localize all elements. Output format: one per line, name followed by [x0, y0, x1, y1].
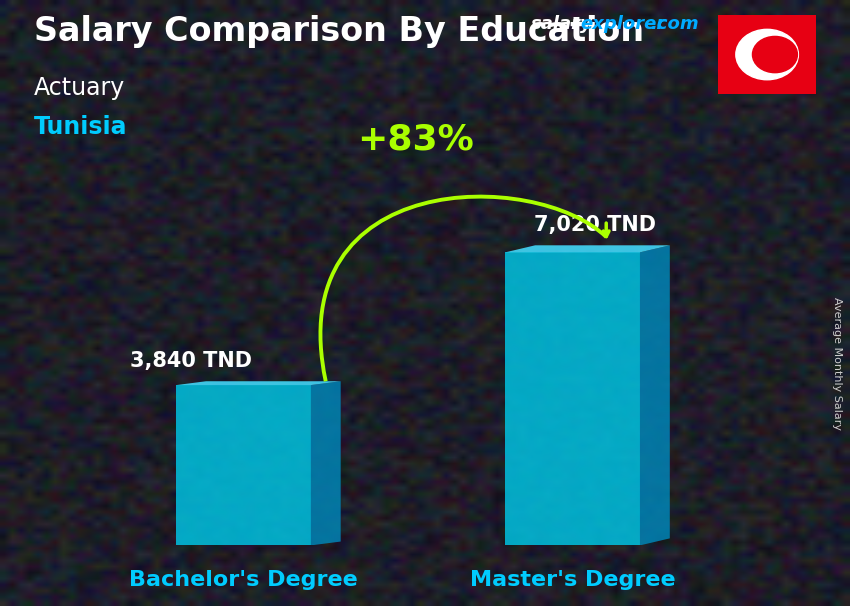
- Text: explorer: explorer: [581, 15, 666, 33]
- Circle shape: [752, 36, 797, 73]
- Text: .com: .com: [650, 15, 699, 33]
- Polygon shape: [640, 245, 670, 545]
- Polygon shape: [311, 381, 341, 545]
- Text: Salary Comparison By Education: Salary Comparison By Education: [34, 15, 644, 48]
- Text: 7,020 TND: 7,020 TND: [534, 215, 656, 235]
- Text: Tunisia: Tunisia: [34, 115, 127, 139]
- Text: Bachelor's Degree: Bachelor's Degree: [129, 570, 358, 590]
- Polygon shape: [176, 385, 311, 545]
- Polygon shape: [505, 252, 640, 545]
- Text: Average Monthly Salary: Average Monthly Salary: [832, 297, 842, 430]
- Polygon shape: [505, 245, 670, 252]
- Text: +83%: +83%: [357, 122, 473, 156]
- Text: Master's Degree: Master's Degree: [470, 570, 676, 590]
- Text: Actuary: Actuary: [34, 76, 125, 100]
- Polygon shape: [176, 381, 341, 385]
- Text: ★: ★: [778, 48, 790, 61]
- Circle shape: [736, 29, 798, 80]
- Text: salary: salary: [531, 15, 593, 33]
- Text: 3,840 TND: 3,840 TND: [130, 351, 252, 371]
